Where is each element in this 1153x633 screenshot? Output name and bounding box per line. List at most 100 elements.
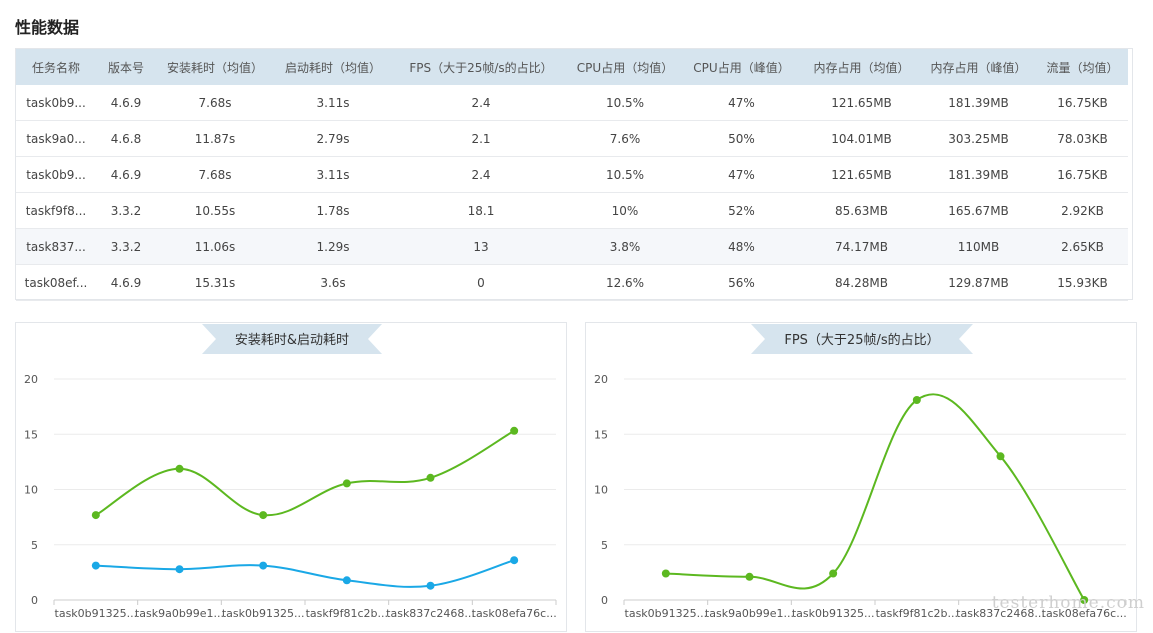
table-cell: 2.1 (392, 120, 570, 157)
table-cell: 84.28MB (803, 264, 920, 301)
table-cell: 47% (680, 156, 803, 193)
chart-title-banner (751, 324, 973, 354)
column-header: 流量（均值） (1037, 49, 1128, 85)
x-tick-label: task0b91325... (55, 607, 138, 620)
table-cell: 303.25MB (920, 120, 1037, 157)
table-cell: 4.6.9 (96, 85, 156, 121)
table-cell: task0b9... (16, 85, 96, 121)
x-tick-label: taskf9f81c2b... (306, 607, 388, 620)
series-line (95, 429, 515, 517)
data-point[interactable] (259, 511, 268, 520)
x-tick-label: task837c2468... (386, 607, 475, 620)
data-point[interactable] (259, 561, 268, 570)
y-tick-label: 0 (31, 594, 38, 607)
data-point[interactable] (91, 511, 100, 520)
table-cell: 110MB (920, 228, 1037, 265)
table-cell: 3.3.2 (96, 228, 156, 265)
table-cell: 121.65MB (803, 85, 920, 121)
install-launch-time-chart-panel: 安装耗时&启动耗时 0 5 10 15 20 task0b91325... task9a0b9… (15, 322, 567, 632)
y-tick-label: 5 (31, 539, 38, 552)
table-cell: 4.6.9 (96, 264, 156, 301)
table-cell: 52% (680, 192, 803, 229)
table-cell: 129.87MB (920, 264, 1037, 301)
series-line (95, 559, 515, 588)
table-cell: 2.92KB (1037, 192, 1128, 229)
data-point[interactable] (510, 426, 519, 435)
x-tick-label: task9a0b99e1... (135, 607, 224, 620)
data-point[interactable] (829, 569, 838, 578)
data-point[interactable] (426, 473, 435, 482)
data-point[interactable] (91, 561, 100, 570)
table-cell: 7.68s (156, 85, 274, 121)
table-cell: 11.06s (156, 228, 274, 265)
table-cell: task0b9... (16, 156, 96, 193)
table-cell: 3.3.2 (96, 192, 156, 229)
table-cell: 104.01MB (803, 120, 920, 157)
data-point[interactable] (661, 569, 670, 578)
data-point[interactable] (426, 581, 435, 590)
data-point[interactable] (342, 479, 351, 488)
install-launch-time-chart: 安装耗时&启动耗时 0 5 10 15 20 task0b91325...task9a0b9… (24, 324, 557, 620)
table-cell: 121.65MB (803, 156, 920, 193)
x-tick-label: task0b91325... (792, 607, 875, 620)
table-cell: 85.63MB (803, 192, 920, 229)
table-cell: 181.39MB (920, 156, 1037, 193)
table-cell: 16.75KB (1037, 156, 1128, 193)
table-cell: 2.4 (392, 85, 570, 121)
y-tick-label: 20 (594, 373, 608, 386)
table-cell: 48% (680, 228, 803, 265)
table-row[interactable]: task837... 3.3.2 11.06s 1.29s 13 3.8% 48% 74.17… (16, 228, 1128, 265)
table-cell: 4.6.8 (96, 120, 156, 157)
x-tick-label: task08efa76c... (1042, 607, 1127, 620)
table-cell: 2.4 (392, 156, 570, 193)
table-cell: 10.5% (570, 156, 680, 193)
table-cell: 10% (570, 192, 680, 229)
table-cell: taskf9f8... (16, 192, 96, 229)
series-line (665, 393, 1086, 601)
table-cell: 16.75KB (1037, 85, 1128, 121)
data-point[interactable] (912, 396, 921, 404)
y-tick-label: 0 (601, 594, 608, 607)
table-header-row: 任务名称 版本号 安装耗时（均值） 启动耗时（均值） FPS（大于25帧/s的占比） CP… (16, 49, 1128, 85)
y-tick-label: 5 (601, 539, 608, 552)
x-tick-label: task08efa76c... (472, 607, 557, 620)
data-point[interactable] (342, 576, 351, 585)
performance-table-container: 任务名称 版本号 安装耗时（均值） 启动耗时（均值） FPS（大于25帧/s的占比） CP… (15, 48, 1133, 301)
y-tick-label: 20 (24, 373, 38, 386)
chart-title: 安装耗时&启动耗时 (235, 333, 349, 348)
column-header: 启动耗时（均值） (274, 49, 392, 85)
column-header: 版本号 (96, 49, 156, 85)
x-tick-label: taskf9f81c2b... (876, 607, 958, 620)
x-tick-label: task837c2468... (956, 607, 1045, 620)
table-cell: 7.6% (570, 120, 680, 157)
table-row[interactable]: taskf9f8... 3.3.2 10.55s 1.78s 18.1 10% 52% 85.… (16, 192, 1128, 229)
data-point[interactable] (175, 464, 184, 473)
column-header: 内存占用（均值） (803, 49, 920, 85)
table-cell: 47% (680, 85, 803, 121)
data-point[interactable] (745, 572, 754, 581)
table-cell: 3.8% (570, 228, 680, 265)
table-row[interactable]: task0b9... 4.6.9 7.68s 3.11s 2.4 10.5% 47% 121.… (16, 156, 1128, 193)
table-cell: 165.67MB (920, 192, 1037, 229)
table-cell: 78.03KB (1037, 120, 1128, 157)
table-cell: task837... (16, 228, 96, 265)
table-cell: 4.6.9 (96, 156, 156, 193)
table-cell: 74.17MB (803, 228, 920, 265)
table-cell: 11.87s (156, 120, 274, 157)
table-cell: 181.39MB (920, 85, 1037, 121)
table-row[interactable]: task9a0... 4.6.8 11.87s 2.79s 2.1 7.6% 50% 104.… (16, 120, 1128, 157)
y-tick-label: 15 (24, 428, 38, 441)
data-point[interactable] (1080, 596, 1089, 604)
table-row[interactable]: task08ef... 4.6.9 15.31s 3.6s 0 12.6% 56% 84.28… (16, 264, 1128, 301)
chart-title-banner (202, 324, 382, 354)
data-point[interactable] (175, 565, 184, 574)
table-cell: 12.6% (570, 264, 680, 301)
table-row[interactable]: task0b9... 4.6.9 7.68s 3.11s 2.4 10.5% 47% 121.… (16, 85, 1128, 121)
x-tick-label: task9a0b99e1... (705, 607, 794, 620)
chart-title: FPS（大于25帧/s的占比） (784, 332, 939, 348)
table-cell: 10.55s (156, 192, 274, 229)
data-point[interactable] (996, 452, 1005, 461)
data-point[interactable] (510, 556, 519, 565)
table-cell: 15.93KB (1037, 264, 1128, 301)
watermark: testerhome.com (991, 593, 1145, 613)
